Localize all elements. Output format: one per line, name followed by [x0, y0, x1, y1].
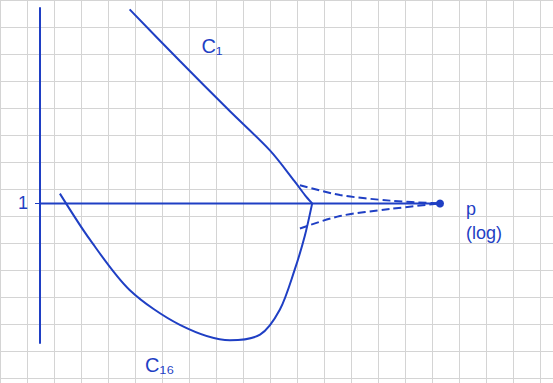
svg-text:p: p: [466, 199, 476, 219]
svg-text:1: 1: [18, 193, 28, 213]
svg-text:C₁₆: C₁₆: [145, 354, 174, 376]
svg-text:(log): (log): [466, 223, 502, 243]
svg-text:C₁: C₁: [201, 35, 222, 57]
